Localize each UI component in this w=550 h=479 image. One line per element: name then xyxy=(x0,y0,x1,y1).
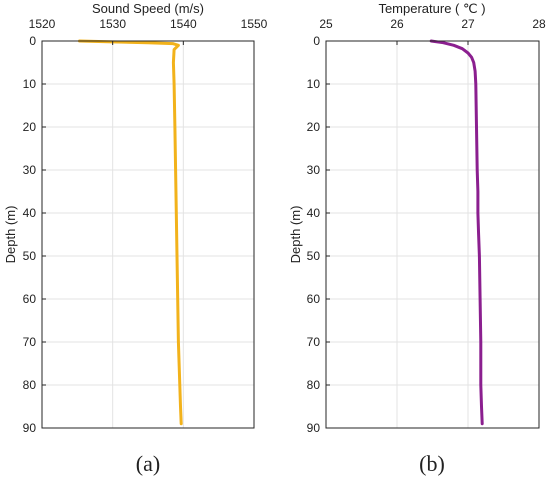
x-tick-label: 28 xyxy=(532,17,546,31)
plot-frame xyxy=(41,40,255,429)
series-line xyxy=(78,39,183,426)
y-axis-label: Depth (m) xyxy=(288,206,303,264)
x-tick-label: 1550 xyxy=(241,17,268,31)
y-tick-label: 0 xyxy=(313,34,320,48)
y-tick-label: 20 xyxy=(23,120,37,134)
tick-labels: 25 26 27 28 0 10 20 30 40 50 60 70 80 90 xyxy=(307,17,546,435)
tick-labels: 1520 1530 1540 1550 0 10 20 30 40 50 60 70 80 90 xyxy=(23,17,268,435)
y-tick-label: 30 xyxy=(23,163,37,177)
y-tick-label: 20 xyxy=(307,120,321,134)
y-tick-label: 30 xyxy=(307,163,321,177)
x-tick-label: 1540 xyxy=(170,17,197,31)
y-tick-label: 60 xyxy=(23,292,37,306)
y-tick-label: 90 xyxy=(307,421,321,435)
temperature-panel: 25 26 27 28 0 10 20 30 40 50 60 70 80 90 Temperature … xyxy=(288,1,546,476)
y-tick-label: 80 xyxy=(307,378,321,392)
y-tick-label: 40 xyxy=(23,206,37,220)
series-layer xyxy=(78,39,183,426)
x-tick-label: 25 xyxy=(319,17,333,31)
x-tick-label: 1530 xyxy=(99,17,126,31)
x-axis-label: Temperature ( ℃ ) xyxy=(378,1,485,16)
y-tick-label: 40 xyxy=(307,206,321,220)
y-axis-label: Depth (m) xyxy=(3,206,18,264)
x-tick-label: 26 xyxy=(390,17,404,31)
y-tick-label: 60 xyxy=(307,292,321,306)
y-tick-label: 0 xyxy=(29,34,36,48)
x-tick-label: 27 xyxy=(461,17,475,31)
x-tick-label: 1520 xyxy=(29,17,56,31)
y-tick-label: 80 xyxy=(23,378,37,392)
y-tick-label: 70 xyxy=(23,335,37,349)
series-layer xyxy=(429,39,484,426)
plot-background xyxy=(326,41,539,428)
y-tick-label: 70 xyxy=(307,335,321,349)
y-tick-label: 90 xyxy=(23,421,37,435)
plot-frame xyxy=(325,40,540,429)
sound-speed-panel: 1520 1530 1540 1550 0 10 20 30 40 50 60 70 80 90 Soun… xyxy=(3,1,268,476)
plot-background xyxy=(42,41,254,428)
y-tick-label: 10 xyxy=(23,77,37,91)
y-tick-label: 10 xyxy=(307,77,321,91)
y-tick-label: 50 xyxy=(307,249,321,263)
y-tick-label: 50 xyxy=(23,249,37,263)
series-line xyxy=(429,39,484,426)
x-axis-label: Sound Speed (m/s) xyxy=(92,1,204,16)
panel-caption: (b) xyxy=(419,451,445,476)
panel-caption: (a) xyxy=(136,451,160,476)
